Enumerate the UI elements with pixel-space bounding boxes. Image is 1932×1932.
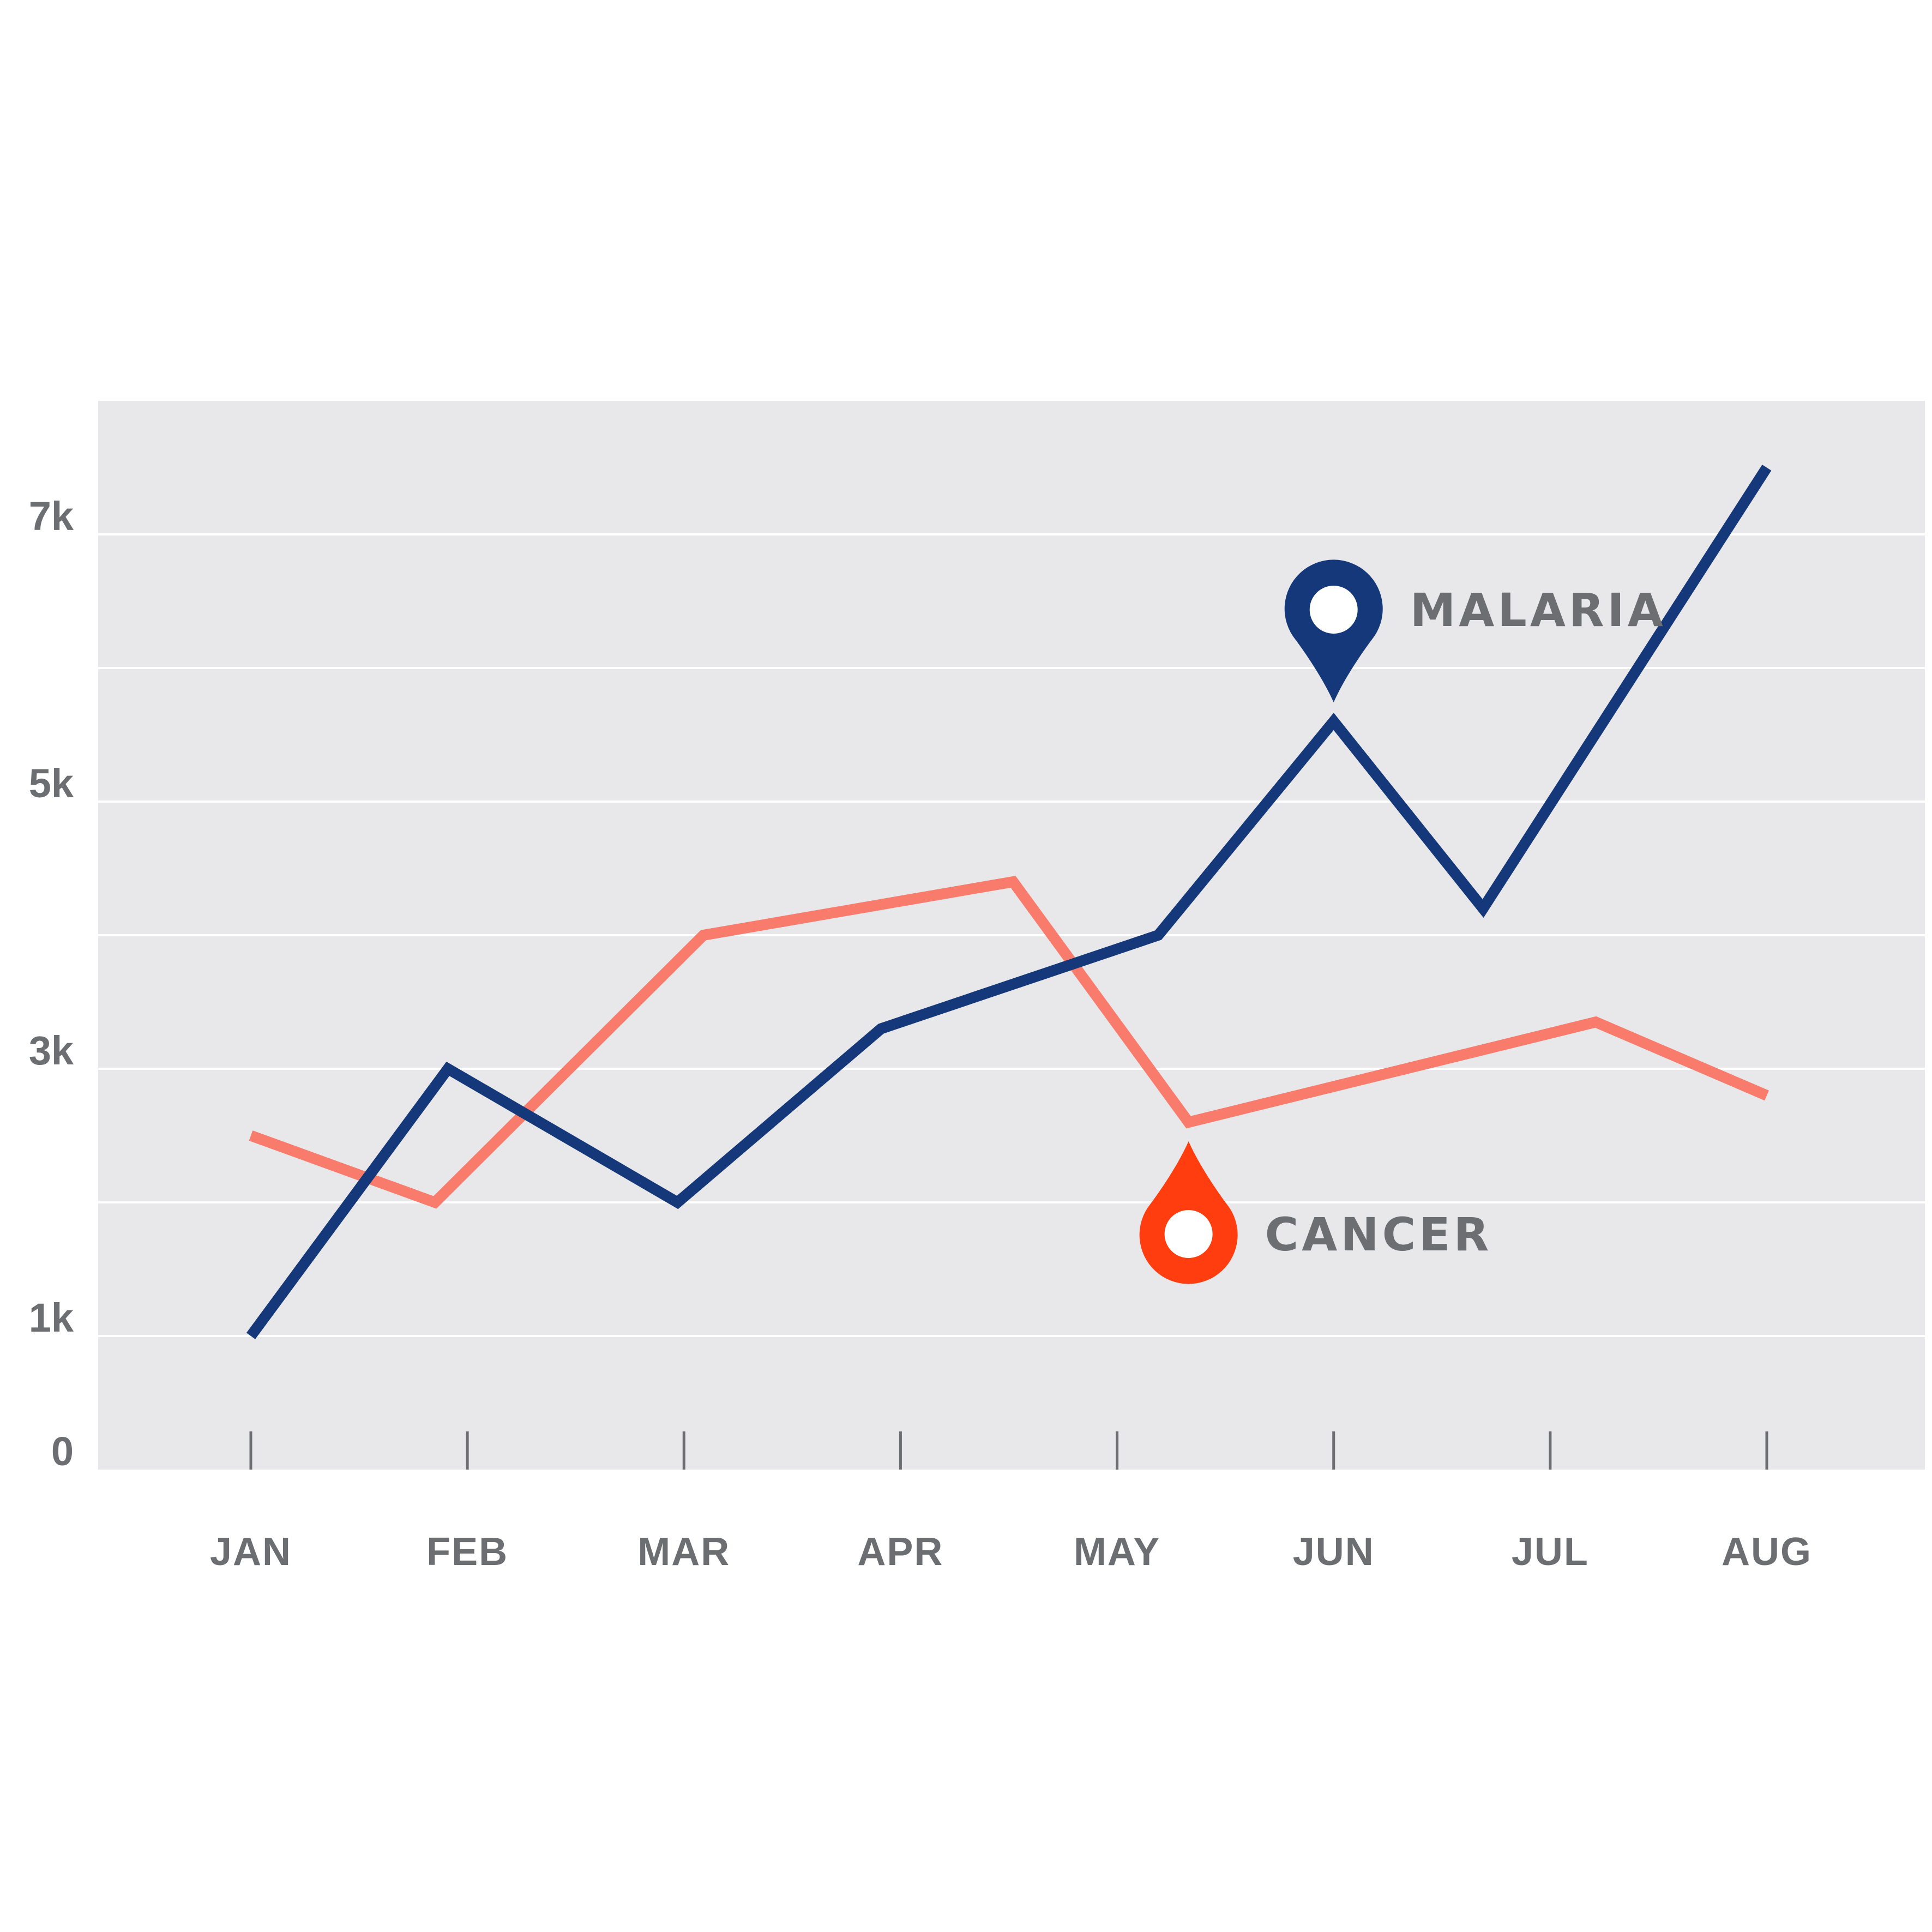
pin-marker-malaria: MALARIA xyxy=(1284,559,1666,702)
y-tick-label: 3k xyxy=(29,1028,74,1073)
y-tick-label: 7k xyxy=(29,493,74,539)
series-line-cancer xyxy=(249,876,1769,1209)
x-tick-label: JAN xyxy=(210,1530,292,1574)
pin-marker-cancer: CANCER xyxy=(1139,1141,1492,1284)
pin-hole xyxy=(1309,586,1358,634)
x-axis-ticks xyxy=(249,1431,1768,1470)
x-axis-labels: JAN FEB MAR APR MAY JUN JUL AUG xyxy=(210,1530,1812,1574)
x-tick-label: JUL xyxy=(1512,1530,1589,1574)
y-axis-labels: 0 1k 3k 5k 7k xyxy=(29,493,74,1474)
x-tick-label: MAR xyxy=(637,1530,730,1574)
x-tick-label: FEB xyxy=(426,1530,508,1574)
pin-hole xyxy=(1164,1210,1213,1258)
x-tick-label: APR xyxy=(857,1530,943,1574)
series-line-malaria xyxy=(246,465,1772,1339)
gridlines xyxy=(98,533,1925,1337)
y-tick-label: 1k xyxy=(29,1295,74,1340)
x-tick-label: JUN xyxy=(1293,1530,1375,1574)
x-tick-label: MAY xyxy=(1074,1530,1160,1574)
x-tick-label: AUG xyxy=(1722,1530,1812,1574)
series-markers: CANCER MALARIA xyxy=(1139,559,1666,1284)
y-tick-label: 0 xyxy=(51,1429,74,1474)
series-lines xyxy=(246,465,1772,1339)
y-tick-label: 5k xyxy=(29,761,74,806)
series-label-malaria: MALARIA xyxy=(1410,583,1666,637)
series-label-cancer: CANCER xyxy=(1265,1208,1492,1261)
